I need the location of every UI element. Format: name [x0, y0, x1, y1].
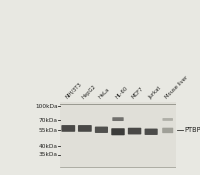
Text: 55kDa: 55kDa	[39, 128, 58, 133]
Text: 40kDa: 40kDa	[39, 144, 58, 149]
FancyBboxPatch shape	[61, 125, 75, 132]
Text: PTBP1: PTBP1	[184, 127, 200, 133]
Text: MCF7: MCF7	[131, 86, 145, 100]
FancyBboxPatch shape	[128, 128, 141, 134]
Text: HeLa: HeLa	[98, 87, 111, 100]
FancyBboxPatch shape	[112, 117, 124, 121]
Text: HepG2: HepG2	[81, 84, 97, 100]
Text: HL-60: HL-60	[114, 85, 129, 100]
FancyBboxPatch shape	[162, 128, 173, 133]
FancyBboxPatch shape	[95, 127, 108, 133]
Text: NIH/3T3: NIH/3T3	[65, 82, 83, 100]
Text: Jurkat: Jurkat	[148, 85, 162, 100]
Text: 70kDa: 70kDa	[39, 118, 58, 123]
Text: 100kDa: 100kDa	[35, 104, 58, 109]
FancyBboxPatch shape	[111, 128, 125, 135]
FancyBboxPatch shape	[145, 129, 158, 135]
FancyBboxPatch shape	[78, 125, 92, 132]
Text: 35kDa: 35kDa	[39, 152, 58, 157]
FancyBboxPatch shape	[162, 118, 173, 121]
Text: Mouse liver: Mouse liver	[164, 75, 189, 100]
